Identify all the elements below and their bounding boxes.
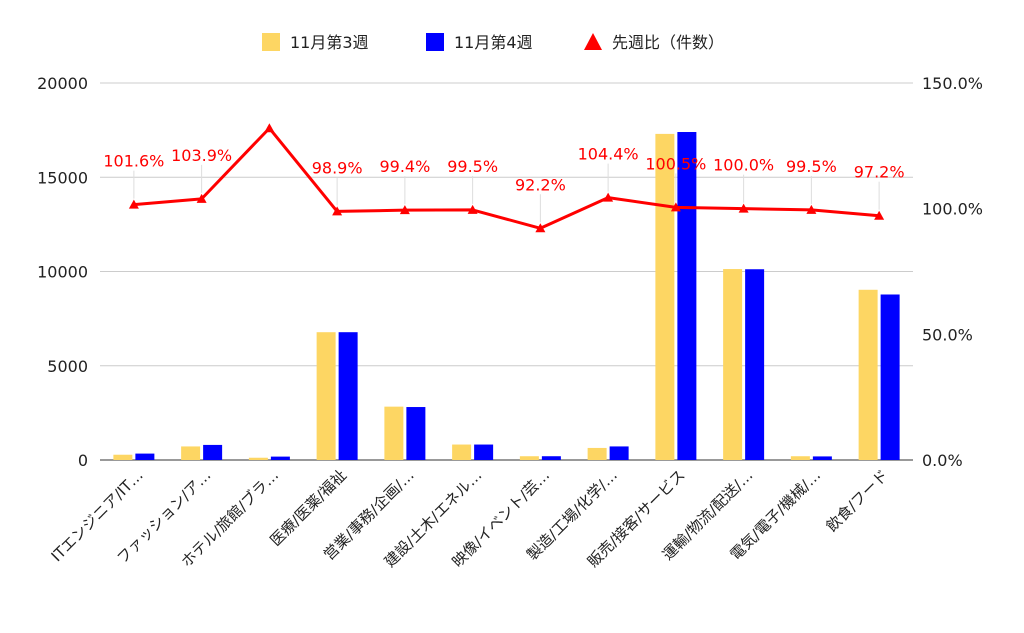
- bar-week3: [723, 269, 743, 460]
- ratio-point: [874, 210, 885, 220]
- bar-week4: [406, 407, 426, 460]
- bar-week3: [655, 133, 675, 460]
- bar-week4: [541, 456, 561, 460]
- bar-week4: [745, 269, 765, 460]
- left-tick-label: 5000: [47, 357, 88, 376]
- data-label: 103.9%: [171, 146, 232, 165]
- data-label: 101.6%: [103, 152, 164, 171]
- left-tick-label: 20000: [37, 74, 88, 93]
- ratio-line: [128, 123, 885, 233]
- ratio-point: [467, 204, 478, 214]
- left-tick-label: 0: [78, 451, 88, 470]
- data-label: 99.4%: [379, 157, 430, 176]
- ratio-point: [332, 206, 343, 216]
- bar-week4: [609, 446, 629, 460]
- legend-swatch: [262, 33, 280, 51]
- right-tick-label: 0.0%: [922, 451, 963, 470]
- legend-label: 11月第3週: [290, 33, 369, 52]
- legend-swatch: [426, 33, 444, 51]
- legend-label: 11月第4週: [454, 33, 533, 52]
- right-tick-label: 150.0%: [922, 74, 983, 93]
- legend: 11月第3週 11月第4週 先週比（件数）: [262, 33, 724, 52]
- data-labels: 101.6% 103.9% 98.9% 99.4% 99.5% 92.2% 104.4% 10…: [103, 145, 905, 223]
- bar-week4: [135, 453, 155, 460]
- right-tick-label: 100.0%: [922, 200, 983, 219]
- data-label: 98.9%: [312, 158, 363, 177]
- data-label: 92.2%: [515, 175, 566, 194]
- ratio-point: [196, 193, 207, 203]
- bar-week4: [203, 444, 223, 460]
- data-label: 100.0%: [713, 156, 774, 175]
- ratio-point: [806, 204, 817, 214]
- bar-week4: [338, 332, 358, 460]
- bar-week4: [677, 132, 697, 460]
- ratio-point: [535, 223, 546, 233]
- bar-week3: [790, 456, 810, 460]
- bar-week3: [587, 447, 607, 460]
- left-tick-label: 15000: [37, 168, 88, 187]
- ratio-polyline: [133, 126, 880, 230]
- left-axis: 0 5000 10000 15000 20000: [37, 74, 88, 470]
- left-tick-label: 10000: [37, 263, 88, 282]
- bar-week3: [248, 457, 268, 460]
- category-labels: ITエンジニア/IT…ファッション/ア…ホテル/旅館/ブラ…医療/医薬/福祉営業…: [48, 466, 892, 571]
- ratio-point: [264, 123, 275, 133]
- right-tick-label: 50.0%: [922, 325, 973, 344]
- ratio-point: [128, 199, 139, 209]
- ratio-point: [399, 205, 410, 215]
- bar-week3: [452, 444, 472, 460]
- bar-week3: [316, 332, 336, 460]
- bar-week4: [880, 294, 900, 460]
- data-label: 100.5%: [645, 154, 706, 173]
- right-axis: 0.0% 50.0% 100.0% 150.0%: [922, 74, 983, 470]
- ratio-point: [670, 202, 681, 212]
- bar-week3: [519, 456, 539, 460]
- bar-week4: [812, 456, 832, 460]
- legend-swatch: [584, 33, 602, 50]
- data-label: 99.5%: [447, 157, 498, 176]
- bar-week3: [113, 454, 133, 460]
- bar-week3: [384, 406, 404, 460]
- data-label: 97.2%: [854, 163, 905, 182]
- data-label: 99.5%: [786, 157, 837, 176]
- bar-week3: [858, 289, 878, 460]
- bar-week4: [474, 444, 494, 460]
- bar-week4: [270, 456, 290, 460]
- gridlines: [100, 82, 913, 461]
- bar-week3: [181, 446, 201, 460]
- category-label: 飲食/フード: [823, 466, 892, 535]
- ratio-point: [603, 192, 614, 202]
- ratio-point: [738, 203, 749, 213]
- bars: [113, 132, 900, 460]
- legend-label: 先週比（件数）: [612, 33, 724, 52]
- data-label: 104.4%: [578, 145, 639, 164]
